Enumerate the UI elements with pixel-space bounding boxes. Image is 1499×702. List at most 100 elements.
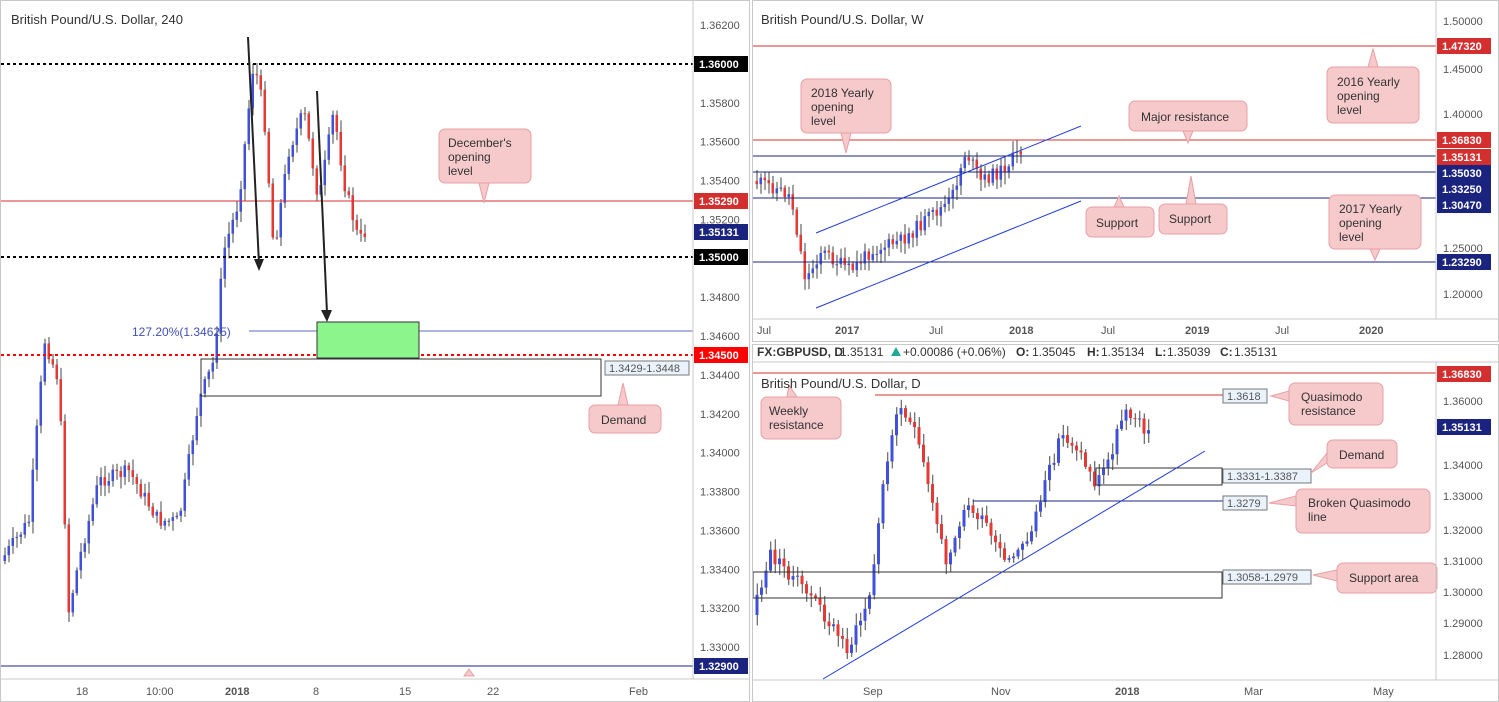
h4-price-tick: 1.35200: [700, 214, 740, 226]
svg-text:1.35131: 1.35131: [1442, 422, 1482, 434]
daily-candle: [863, 608, 867, 621]
weekly-candle: [955, 185, 958, 190]
daily-chart-svg: FX:GBPUSD, D 1.35131 +0.00086 (+0.06%) O…: [753, 345, 1498, 698]
svg-text:1.35134: 1.35134: [1101, 345, 1145, 359]
weekly-candle: [891, 239, 894, 245]
h4-candle: [11, 537, 14, 546]
daily-candle: [881, 484, 885, 524]
svg-text:22: 22: [487, 686, 499, 698]
h4-candle: [231, 219, 234, 234]
weekly-note-support-1: Support: [1085, 194, 1155, 238]
h4-candle: [115, 469, 118, 472]
daily-candle: [872, 564, 876, 596]
weekly-candle: [915, 220, 918, 238]
daily-candle: [796, 575, 799, 577]
weekly-candle: [827, 250, 830, 253]
weekly-candle: [863, 251, 866, 264]
daily-candle: [895, 414, 898, 436]
daily-candles: [755, 399, 1150, 660]
h4-chart-panel[interactable]: 127.20%(1.34625) 1.3429-1.3448 December'…: [0, 0, 750, 702]
svg-text:1.33000: 1.33000: [1443, 491, 1483, 503]
svg-text:resistance: resistance: [1301, 404, 1356, 418]
svg-text:1.35045: 1.35045: [1032, 345, 1076, 359]
svg-text:1.35000: 1.35000: [699, 252, 739, 264]
weekly-candle: [995, 168, 998, 180]
weekly-candle: [831, 252, 834, 265]
weekly-candle: [875, 253, 878, 255]
daily-chart-panel[interactable]: FX:GBPUSD, D 1.35131 +0.00086 (+0.06%) O…: [752, 344, 1499, 702]
h4-candle: [7, 545, 10, 556]
daily-candle: [926, 462, 930, 485]
weekly-candle: [763, 177, 766, 181]
weekly-candle: [927, 211, 930, 217]
weekly-candle: [1007, 166, 1010, 173]
daily-candle: [1106, 459, 1110, 468]
weekly-candle: [811, 268, 814, 274]
weekly-chart-panel[interactable]: 2018 Yearly opening level Major resistan…: [752, 0, 1499, 342]
h4-fib-label: 127.20%(1.34625): [132, 325, 231, 339]
h4-candle: [51, 359, 54, 365]
svg-text:1.35039: 1.35039: [1167, 345, 1211, 359]
daily-candle: [791, 576, 795, 580]
svg-text:1.30470: 1.30470: [1442, 200, 1482, 212]
daily-candle: [1030, 531, 1033, 542]
h4-price-tick: 1.34000: [700, 448, 740, 460]
weekly-candle: [771, 183, 774, 194]
weekly-candle: [919, 220, 922, 231]
daily-candle: [1093, 471, 1096, 487]
h4-candle: [363, 233, 366, 238]
daily-candle: [976, 513, 979, 520]
h4-candle: [323, 159, 326, 186]
weekly-candle: [971, 159, 974, 161]
weekly-candle: [987, 174, 990, 183]
h4-price-axis: 1.36200 1.35800 1.35600 1.35400 1.35200 1.348…: [700, 20, 740, 654]
daily-candle: [755, 594, 759, 615]
daily-candle: [818, 597, 822, 605]
h4-note-demand: Demand: [588, 382, 662, 434]
daily-candle: [773, 549, 777, 565]
svg-text:Support: Support: [1169, 212, 1212, 226]
svg-text:1.32900: 1.32900: [699, 661, 739, 673]
weekly-note-2018: 2018 Yearly opening level: [800, 78, 892, 154]
svg-text:1.33250: 1.33250: [1442, 184, 1482, 196]
svg-text:Broken Quasimodo: Broken Quasimodo: [1308, 496, 1411, 510]
h4-candle: [271, 183, 274, 238]
daily-candle: [994, 535, 997, 543]
h4-candle: [335, 114, 338, 132]
svg-text:1.36000: 1.36000: [1443, 396, 1483, 408]
h4-candle: [63, 421, 66, 525]
daily-candle: [1102, 467, 1105, 476]
svg-text:1.35131: 1.35131: [1234, 345, 1278, 359]
h4-candle: [327, 134, 330, 160]
daily-candle: [1097, 475, 1101, 487]
h4-price-tick: 1.36200: [700, 20, 740, 32]
h4-candle: [203, 379, 206, 394]
h4-candle: [355, 220, 358, 230]
svg-text:1.36830: 1.36830: [1442, 369, 1482, 381]
daily-candle: [1039, 501, 1042, 512]
weekly-price-axis: 1.50000 1.45000 1.40000 1.25000 1.20000: [1443, 16, 1483, 301]
h4-candle: [183, 479, 186, 511]
h4-candle: [343, 165, 346, 192]
svg-text:level: level: [448, 164, 473, 178]
svg-text:C:: C:: [1220, 345, 1233, 359]
weekly-candles: [755, 140, 1022, 290]
h4-candle: [99, 477, 102, 486]
svg-text:Major resistance: Major resistance: [1141, 110, 1229, 124]
weekly-candle: [791, 194, 794, 210]
weekly-candle: [787, 194, 790, 197]
h4-candle: [19, 534, 22, 537]
svg-text:1.29000: 1.29000: [1443, 618, 1483, 630]
weekly-candle: [859, 262, 862, 264]
weekly-note-2017: 2017 Yearly opening level: [1328, 194, 1422, 262]
svg-text:L:: L:: [1155, 345, 1166, 359]
svg-text:1.45000: 1.45000: [1443, 64, 1483, 76]
weekly-candle: [855, 262, 858, 271]
weekly-time-axis: Jul 2017 Jul 2018 Jul 2019 Jul 2020: [757, 325, 1383, 337]
daily-candle: [931, 484, 934, 503]
svg-text:O:: O:: [1016, 345, 1029, 359]
weekly-candle: [999, 165, 1002, 180]
daily-candle: [935, 502, 939, 525]
h4-candle: [83, 543, 86, 552]
h4-candle: [151, 506, 154, 516]
